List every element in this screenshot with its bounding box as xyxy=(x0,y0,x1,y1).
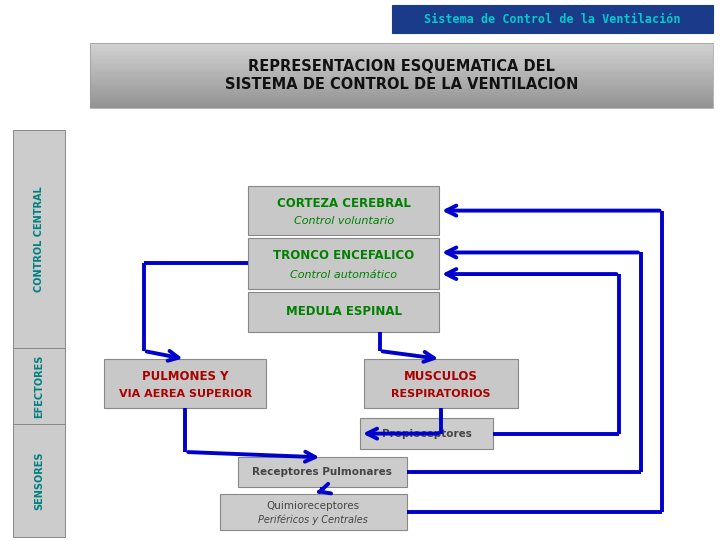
Text: MEDULA ESPINAL: MEDULA ESPINAL xyxy=(286,305,402,319)
Text: PULMONES Y: PULMONES Y xyxy=(142,369,229,383)
FancyBboxPatch shape xyxy=(90,43,713,45)
FancyBboxPatch shape xyxy=(248,238,439,289)
FancyBboxPatch shape xyxy=(90,53,713,55)
FancyBboxPatch shape xyxy=(90,76,713,77)
FancyBboxPatch shape xyxy=(90,80,713,82)
FancyBboxPatch shape xyxy=(90,85,713,87)
FancyBboxPatch shape xyxy=(90,92,713,93)
Text: EFECTORES: EFECTORES xyxy=(34,354,44,418)
FancyBboxPatch shape xyxy=(13,348,65,424)
FancyBboxPatch shape xyxy=(90,98,713,100)
FancyBboxPatch shape xyxy=(90,97,713,98)
FancyBboxPatch shape xyxy=(90,63,713,64)
FancyBboxPatch shape xyxy=(90,79,713,80)
FancyBboxPatch shape xyxy=(90,103,713,105)
FancyBboxPatch shape xyxy=(90,45,713,46)
FancyBboxPatch shape xyxy=(13,130,65,348)
FancyBboxPatch shape xyxy=(90,74,713,76)
Text: CORTEZA CEREBRAL: CORTEZA CEREBRAL xyxy=(277,197,410,210)
FancyBboxPatch shape xyxy=(392,5,713,33)
Text: TRONCO ENCEFALICO: TRONCO ENCEFALICO xyxy=(273,249,415,262)
FancyBboxPatch shape xyxy=(90,106,713,108)
Text: Control automático: Control automático xyxy=(290,269,397,280)
FancyBboxPatch shape xyxy=(90,64,713,66)
FancyBboxPatch shape xyxy=(90,95,713,97)
FancyBboxPatch shape xyxy=(90,66,713,68)
FancyBboxPatch shape xyxy=(90,87,713,89)
FancyBboxPatch shape xyxy=(90,69,713,71)
FancyBboxPatch shape xyxy=(90,50,713,51)
FancyBboxPatch shape xyxy=(364,359,518,408)
FancyBboxPatch shape xyxy=(90,100,713,102)
Text: SENSORES: SENSORES xyxy=(34,451,44,510)
FancyBboxPatch shape xyxy=(90,46,713,48)
FancyBboxPatch shape xyxy=(90,59,713,61)
FancyBboxPatch shape xyxy=(90,90,713,92)
Text: Propioceptores: Propioceptores xyxy=(382,429,472,438)
FancyBboxPatch shape xyxy=(90,58,713,59)
Text: CONTROL CENTRAL: CONTROL CENTRAL xyxy=(34,186,44,292)
Text: REPRESENTACION ESQUEMATICA DEL
SISTEMA DE CONTROL DE LA VENTILACION: REPRESENTACION ESQUEMATICA DEL SISTEMA D… xyxy=(225,59,578,92)
FancyBboxPatch shape xyxy=(248,186,439,235)
FancyBboxPatch shape xyxy=(90,56,713,58)
FancyBboxPatch shape xyxy=(238,457,407,487)
FancyBboxPatch shape xyxy=(13,424,65,537)
FancyBboxPatch shape xyxy=(90,68,713,69)
FancyBboxPatch shape xyxy=(104,359,266,408)
FancyBboxPatch shape xyxy=(90,48,713,50)
FancyBboxPatch shape xyxy=(220,494,407,530)
FancyBboxPatch shape xyxy=(90,77,713,79)
Text: Receptores Pulmonares: Receptores Pulmonares xyxy=(252,467,392,477)
FancyBboxPatch shape xyxy=(90,82,713,84)
Text: Quimioreceptores: Quimioreceptores xyxy=(266,502,360,511)
FancyBboxPatch shape xyxy=(90,61,713,63)
FancyBboxPatch shape xyxy=(90,105,713,106)
Text: Control voluntario: Control voluntario xyxy=(294,217,394,226)
Text: Periféricos y Centrales: Periféricos y Centrales xyxy=(258,515,368,525)
FancyBboxPatch shape xyxy=(90,72,713,74)
Text: RESPIRATORIOS: RESPIRATORIOS xyxy=(391,389,491,399)
FancyBboxPatch shape xyxy=(90,71,713,72)
Text: Sistema de Control de la Ventilación: Sistema de Control de la Ventilación xyxy=(424,13,681,26)
FancyBboxPatch shape xyxy=(90,84,713,85)
FancyBboxPatch shape xyxy=(90,93,713,95)
Text: MUSCULOS: MUSCULOS xyxy=(404,369,478,383)
FancyBboxPatch shape xyxy=(90,102,713,103)
FancyBboxPatch shape xyxy=(90,89,713,90)
FancyBboxPatch shape xyxy=(248,292,439,332)
FancyBboxPatch shape xyxy=(90,55,713,56)
FancyBboxPatch shape xyxy=(90,51,713,53)
Text: VIA AEREA SUPERIOR: VIA AEREA SUPERIOR xyxy=(119,389,252,399)
FancyBboxPatch shape xyxy=(360,418,493,449)
